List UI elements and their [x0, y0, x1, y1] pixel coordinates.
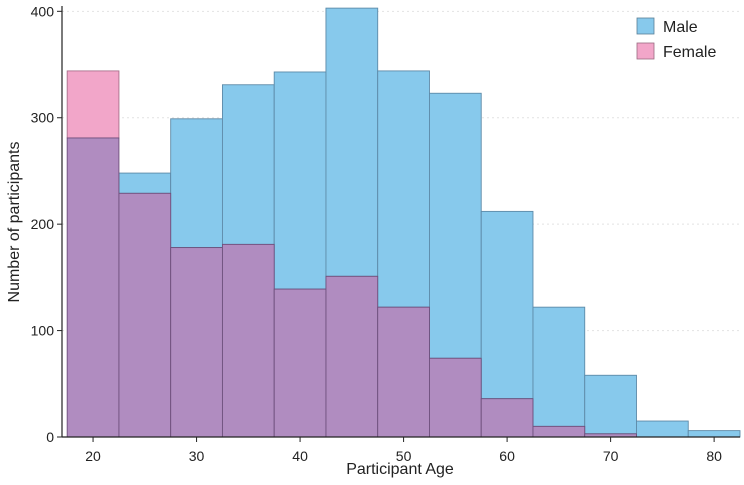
bar-overlap: [377, 306, 430, 438]
bar-male: [118, 172, 172, 194]
bar-male: [584, 374, 637, 435]
x-tick-label: 20: [85, 448, 101, 464]
overlap-bars: [66, 137, 637, 438]
bar-male: [636, 420, 689, 438]
y-tick-label: 100: [31, 323, 55, 339]
legend-swatch-female: [636, 42, 655, 60]
bar-male: [377, 70, 430, 308]
legend-swatch-male: [636, 17, 655, 35]
bar-overlap: [66, 137, 120, 438]
x-tick-label: 50: [396, 448, 412, 464]
y-tick-label: 200: [31, 216, 55, 232]
bar-overlap: [170, 247, 223, 438]
bar-male: [325, 7, 379, 277]
bar-male: [273, 71, 327, 290]
y-axis-title: Number of participants: [6, 142, 23, 303]
x-tick-label: 30: [189, 448, 205, 464]
y-tick-label: 300: [31, 110, 55, 126]
bar-overlap: [273, 288, 327, 438]
bar-male: [532, 306, 586, 427]
x-tick-label: 80: [706, 448, 722, 464]
bar-overlap: [480, 398, 534, 438]
x-tick-label: 60: [499, 448, 515, 464]
y-tick-label: 400: [31, 3, 55, 19]
legend: Male Female: [636, 17, 716, 61]
bar-male: [429, 92, 482, 359]
bar-overlap: [429, 357, 482, 438]
bar-male: [221, 84, 275, 245]
axes: [57, 6, 740, 442]
legend-label-male: Male: [663, 19, 698, 36]
female-bars: [66, 70, 120, 139]
y-tick-label: 0: [46, 429, 54, 445]
legend-label-female: Female: [663, 44, 716, 61]
x-axis-title: Participant Age: [346, 461, 454, 478]
bar-male: [687, 430, 741, 438]
male-bars: [118, 7, 741, 438]
x-tick-label: 40: [292, 448, 308, 464]
bar-male: [170, 118, 223, 249]
bar-overlap: [118, 192, 172, 438]
tick-labels: 0 100 200 300 400 20 30 40 50 60 70 80: [31, 3, 722, 464]
x-tick-label: 70: [603, 448, 619, 464]
bar-overlap: [532, 425, 586, 438]
bar-overlap: [221, 243, 275, 438]
bar-overlap: [325, 275, 379, 438]
grid-lines: [62, 10, 740, 332]
bar-male: [480, 210, 534, 400]
bar-female: [66, 70, 120, 139]
